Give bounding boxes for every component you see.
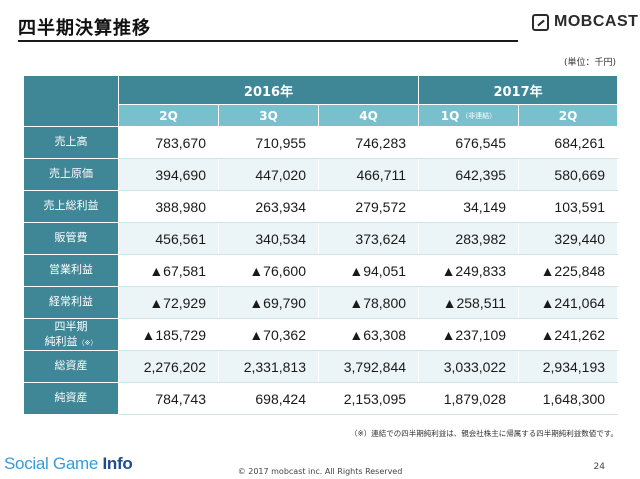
page-number: 24 — [593, 462, 605, 472]
table-cell: ▲70,362 — [218, 318, 319, 351]
table-cell: ▲241,262 — [518, 318, 619, 351]
table-cell: 698,424 — [218, 382, 319, 415]
table-cell: ▲69,790 — [218, 286, 319, 319]
quarter-header: 4Q — [317, 104, 420, 127]
table-cell: ▲72,929 — [118, 286, 219, 319]
table-cell: 447,020 — [218, 158, 319, 191]
quarter-header: 1Q （非連結） — [418, 104, 520, 127]
table-cell: 784,743 — [118, 382, 219, 415]
row-label: 売上原価 — [23, 158, 119, 191]
row-label: 営業利益 — [23, 254, 119, 287]
table-row: 総資産 2,276,202 2,331,813 3,792,844 3,033,022 2… — [23, 350, 619, 383]
table-cell: ▲249,833 — [418, 254, 520, 287]
row-label: 売上総利益 — [23, 190, 119, 223]
table-row: 営業利益 ▲67,581 ▲76,600 ▲94,051 ▲249,833 ▲225,84… — [23, 254, 619, 287]
table-cell: 2,331,813 — [218, 350, 319, 383]
mobcast-logo: MOBCAST — [532, 13, 638, 31]
unit-note: (単位：千円) — [563, 58, 616, 68]
table-cell: ▲78,800 — [317, 286, 420, 319]
table-cell: 2,276,202 — [118, 350, 219, 383]
table-cell: 263,934 — [218, 190, 319, 223]
table-cell: 684,261 — [518, 126, 619, 159]
table-cell: 394,690 — [118, 158, 219, 191]
table-cell: 340,534 — [218, 222, 319, 255]
row-label: 経常利益 — [23, 286, 119, 319]
table-row: 販管費 456,561 340,534 373,624 283,982 329,440 — [23, 222, 619, 255]
table-cell: ▲241,064 — [518, 286, 619, 319]
quarter-header-row: 2Q 3Q 4Q 1Q （非連結） 2Q — [24, 104, 619, 127]
copyright: © 2017 mobcast inc. All Rights Reserved — [237, 467, 403, 476]
logo-text: MOBCAST — [554, 13, 639, 30]
table-cell: 329,440 — [518, 222, 619, 255]
table-cell: ▲258,511 — [418, 286, 520, 319]
table-cell: 34,149 — [418, 190, 520, 223]
page-title: 四半期決算推移 — [18, 18, 151, 39]
table-cell: 3,033,022 — [418, 350, 520, 383]
table-row: 純資産 784,743 698,424 2,153,095 1,879,028 1,648… — [23, 382, 619, 415]
table-cell: ▲76,600 — [218, 254, 319, 287]
table-cell: 279,572 — [317, 190, 420, 223]
corner-cell — [23, 75, 119, 127]
year-header: 2017年 — [418, 75, 619, 105]
table-cell: 103,591 — [518, 190, 619, 223]
table-cell: ▲225,848 — [518, 254, 619, 287]
quarter-header: 2Q — [518, 104, 619, 127]
table-cell: 580,669 — [518, 158, 619, 191]
row-label: 販管費 — [23, 222, 119, 255]
table-row: 売上総利益 388,980 263,934 279,572 34,149 103,591 — [23, 190, 619, 223]
table-cell: 388,980 — [118, 190, 219, 223]
table-cell: ▲94,051 — [317, 254, 420, 287]
table-cell: ▲63,308 — [317, 318, 420, 351]
table-cell: 466,711 — [317, 158, 420, 191]
mobcast-logo-icon — [532, 13, 549, 31]
table-cell: ▲237,109 — [418, 318, 520, 351]
quarterly-results-table: 2016年 2017年 2Q 3Q 4Q 1Q （非連結） 2Q 売上高 783,6… — [23, 75, 619, 415]
table-row: 四半期 純利益（※） ▲185,729 ▲70,362 ▲63,308 ▲237,109 ▲… — [23, 318, 619, 351]
table-cell: 746,283 — [317, 126, 420, 159]
table-cell: 783,670 — [118, 126, 219, 159]
year-header-row: 2016年 2017年 — [23, 75, 619, 127]
table-cell: 642,395 — [418, 158, 520, 191]
title-underline — [18, 40, 518, 42]
table-row: 経常利益 ▲72,929 ▲69,790 ▲78,800 ▲258,511 ▲241,06… — [23, 286, 619, 319]
row-label: 総資産 — [23, 350, 119, 383]
table-cell: 1,648,300 — [518, 382, 619, 415]
table-cell: ▲185,729 — [118, 318, 219, 351]
table-cell: 676,545 — [418, 126, 520, 159]
table-cell: 283,982 — [418, 222, 520, 255]
footnote: （※）連結での四半期純利益は、親会社株主に帰属する四半期純利益数値です。 — [349, 429, 618, 438]
table-cell: ▲67,581 — [118, 254, 219, 287]
table-row: 売上原価 394,690 447,020 466,711 642,395 580,669 — [23, 158, 619, 191]
social-game-info-logo: Social Game Info — [4, 454, 133, 473]
row-label: 純資産 — [23, 382, 119, 415]
table-cell: 373,624 — [317, 222, 420, 255]
row-label: 四半期 純利益（※） — [23, 318, 119, 351]
quarter-header: 2Q — [118, 104, 219, 127]
quarter-sub-note: （非連結） — [461, 112, 497, 120]
quarter-header: 3Q — [218, 104, 319, 127]
table-cell: 710,955 — [218, 126, 319, 159]
table-row: 売上高 783,670 710,955 746,283 676,545 684,261 — [23, 126, 619, 159]
table-cell: 2,934,193 — [518, 350, 619, 383]
year-header: 2016年 — [117, 75, 420, 105]
table-cell: 3,792,844 — [317, 350, 420, 383]
table-cell: 1,879,028 — [418, 382, 520, 415]
table-cell: 2,153,095 — [317, 382, 420, 415]
row-label: 売上高 — [23, 126, 119, 159]
table-cell: 456,561 — [118, 222, 219, 255]
